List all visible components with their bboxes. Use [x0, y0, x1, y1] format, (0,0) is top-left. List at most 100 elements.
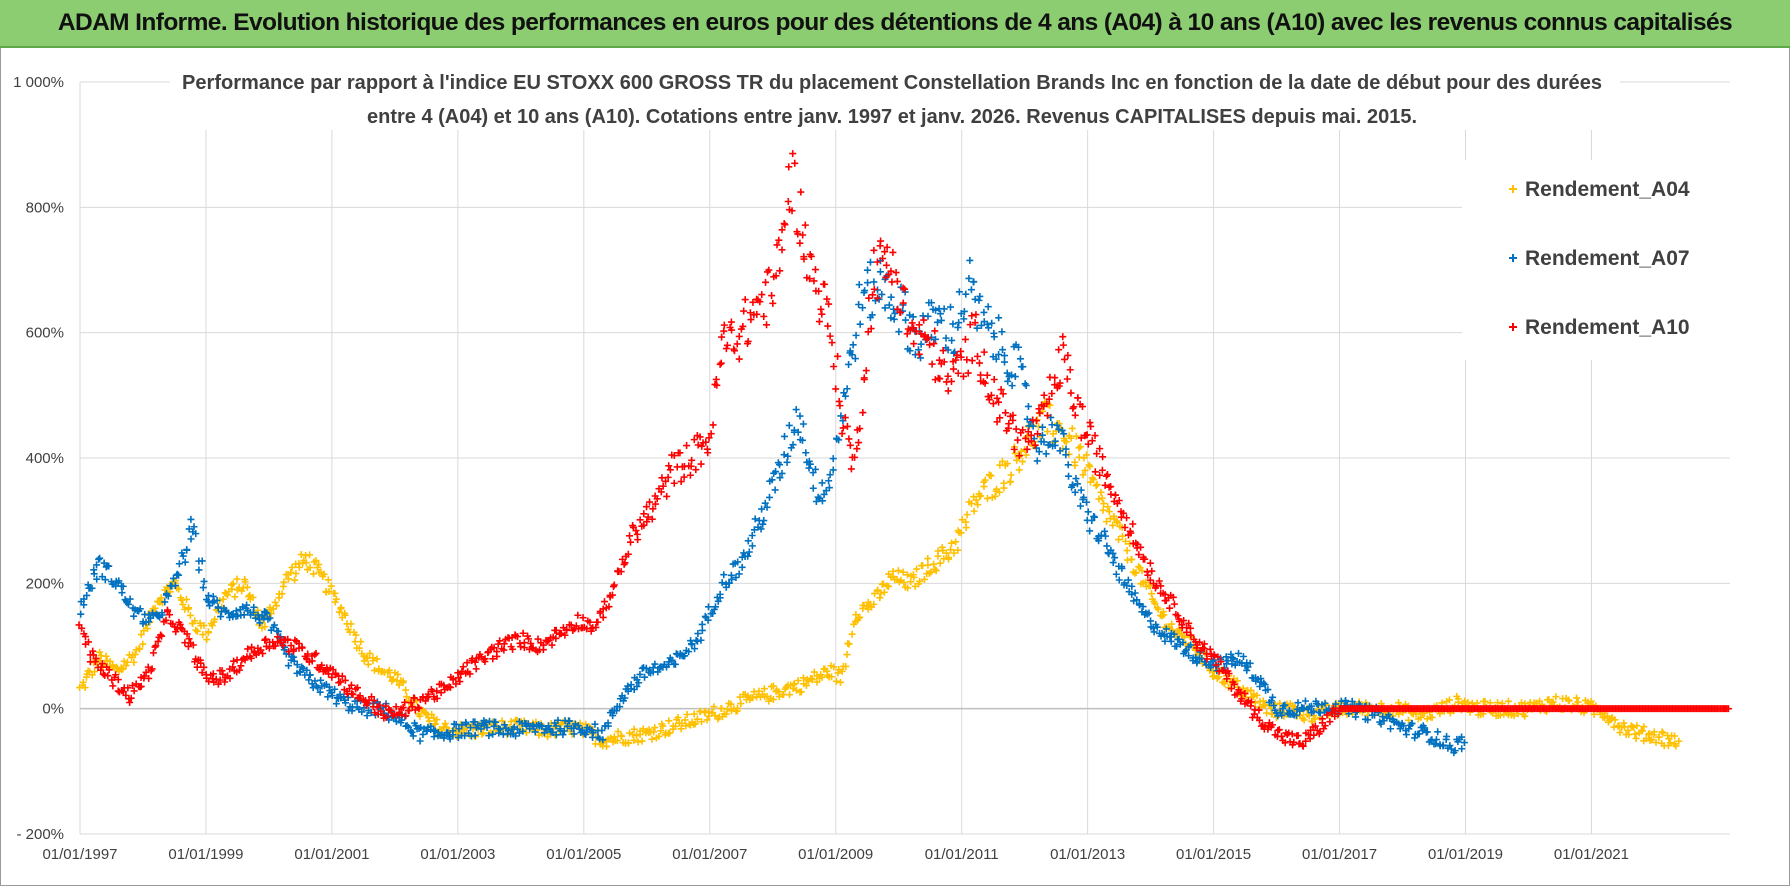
- data-point: [182, 595, 190, 603]
- data-point: [790, 680, 798, 688]
- data-point: [1247, 686, 1255, 694]
- data-point: [805, 464, 813, 472]
- data-point: [422, 709, 430, 717]
- data-point: [931, 335, 939, 343]
- data-point: [877, 237, 885, 245]
- data-point: [802, 682, 810, 690]
- data-point: [714, 597, 722, 605]
- data-point: [1625, 731, 1633, 739]
- data-point: [735, 570, 743, 578]
- data-point: [616, 703, 624, 711]
- data-point: [524, 720, 532, 728]
- data-point: [1203, 655, 1211, 663]
- data-point: [289, 653, 297, 661]
- data-point: [410, 694, 418, 702]
- data-point: [1451, 747, 1459, 755]
- data-point: [1000, 479, 1008, 487]
- data-point: [355, 644, 363, 652]
- data-point: [627, 681, 635, 689]
- data-point: [638, 737, 646, 745]
- data-point: [93, 561, 101, 569]
- data-point: [1238, 695, 1246, 703]
- data-point: [796, 412, 804, 420]
- data-point: [459, 663, 467, 671]
- data-point: [1035, 405, 1043, 413]
- data-point: [780, 451, 788, 459]
- data-point: [1029, 422, 1037, 430]
- data-point: [739, 322, 747, 330]
- legend-item-a10[interactable]: Rendement_A10: [1509, 316, 1690, 339]
- data-point: [1326, 718, 1334, 726]
- data-point: [398, 710, 406, 718]
- data-point: [1045, 395, 1053, 403]
- data-point: [867, 325, 875, 333]
- data-point: [509, 724, 517, 732]
- data-point: [1033, 457, 1041, 465]
- data-point: [723, 341, 731, 349]
- data-point: [848, 630, 856, 638]
- points-layer: [75, 150, 1732, 757]
- data-point: [703, 716, 711, 724]
- data-point: [185, 635, 193, 643]
- data-point: [773, 241, 781, 249]
- data-point: [140, 627, 148, 635]
- data-point: [1135, 551, 1143, 559]
- data-point: [441, 720, 449, 728]
- data-point: [926, 341, 934, 349]
- data-point: [939, 347, 947, 355]
- data-point: [855, 300, 863, 308]
- data-point: [599, 605, 607, 613]
- data-point: [838, 430, 846, 438]
- data-point: [720, 321, 728, 329]
- data-point: [980, 483, 988, 491]
- data-point: [1014, 436, 1022, 444]
- data-point: [263, 609, 271, 617]
- data-point: [1235, 649, 1243, 657]
- data-point: [693, 715, 701, 723]
- legend-item-a07[interactable]: Rendement_A07: [1509, 247, 1690, 270]
- data-point: [760, 685, 768, 693]
- data-point: [408, 728, 416, 736]
- data-point: [955, 319, 963, 327]
- data-point: [285, 662, 293, 670]
- data-point: [744, 552, 752, 560]
- legend-item-a04[interactable]: Rendement_A04: [1509, 178, 1690, 201]
- data-point: [748, 542, 756, 550]
- data-point: [239, 603, 247, 611]
- data-point: [193, 663, 201, 671]
- data-point: [259, 650, 267, 658]
- data-point: [1051, 437, 1059, 445]
- data-point: [1067, 389, 1075, 397]
- data-point: [433, 694, 441, 702]
- data-point: [166, 588, 174, 596]
- data-point: [185, 525, 193, 533]
- data-point: [1098, 466, 1106, 474]
- data-point: [1331, 712, 1339, 720]
- data-point: [1301, 697, 1309, 705]
- data-point: [681, 652, 689, 660]
- data-point: [260, 614, 268, 622]
- data-point: [880, 588, 888, 596]
- chart-title: Performance par rapport à l'indice EU ST…: [170, 66, 1620, 130]
- data-point: [262, 635, 270, 643]
- data-point: [646, 498, 654, 506]
- data-point: [924, 312, 932, 320]
- data-point: [77, 610, 85, 618]
- data-point: [641, 673, 649, 681]
- data-point: [818, 497, 826, 505]
- data-point: [1051, 374, 1059, 382]
- data-point: [1186, 632, 1194, 640]
- data-point: [897, 308, 905, 316]
- data-point: [291, 636, 299, 644]
- data-point: [1227, 650, 1235, 658]
- header-banner: ADAM Informe. Evolution historique des p…: [0, 0, 1790, 48]
- data-point: [390, 710, 398, 718]
- data-point: [291, 576, 299, 584]
- data-point: [1285, 729, 1293, 737]
- data-point: [495, 729, 503, 737]
- data-point: [105, 666, 113, 674]
- data-point: [1124, 576, 1132, 584]
- data-point: [175, 571, 183, 579]
- data-point: [332, 595, 340, 603]
